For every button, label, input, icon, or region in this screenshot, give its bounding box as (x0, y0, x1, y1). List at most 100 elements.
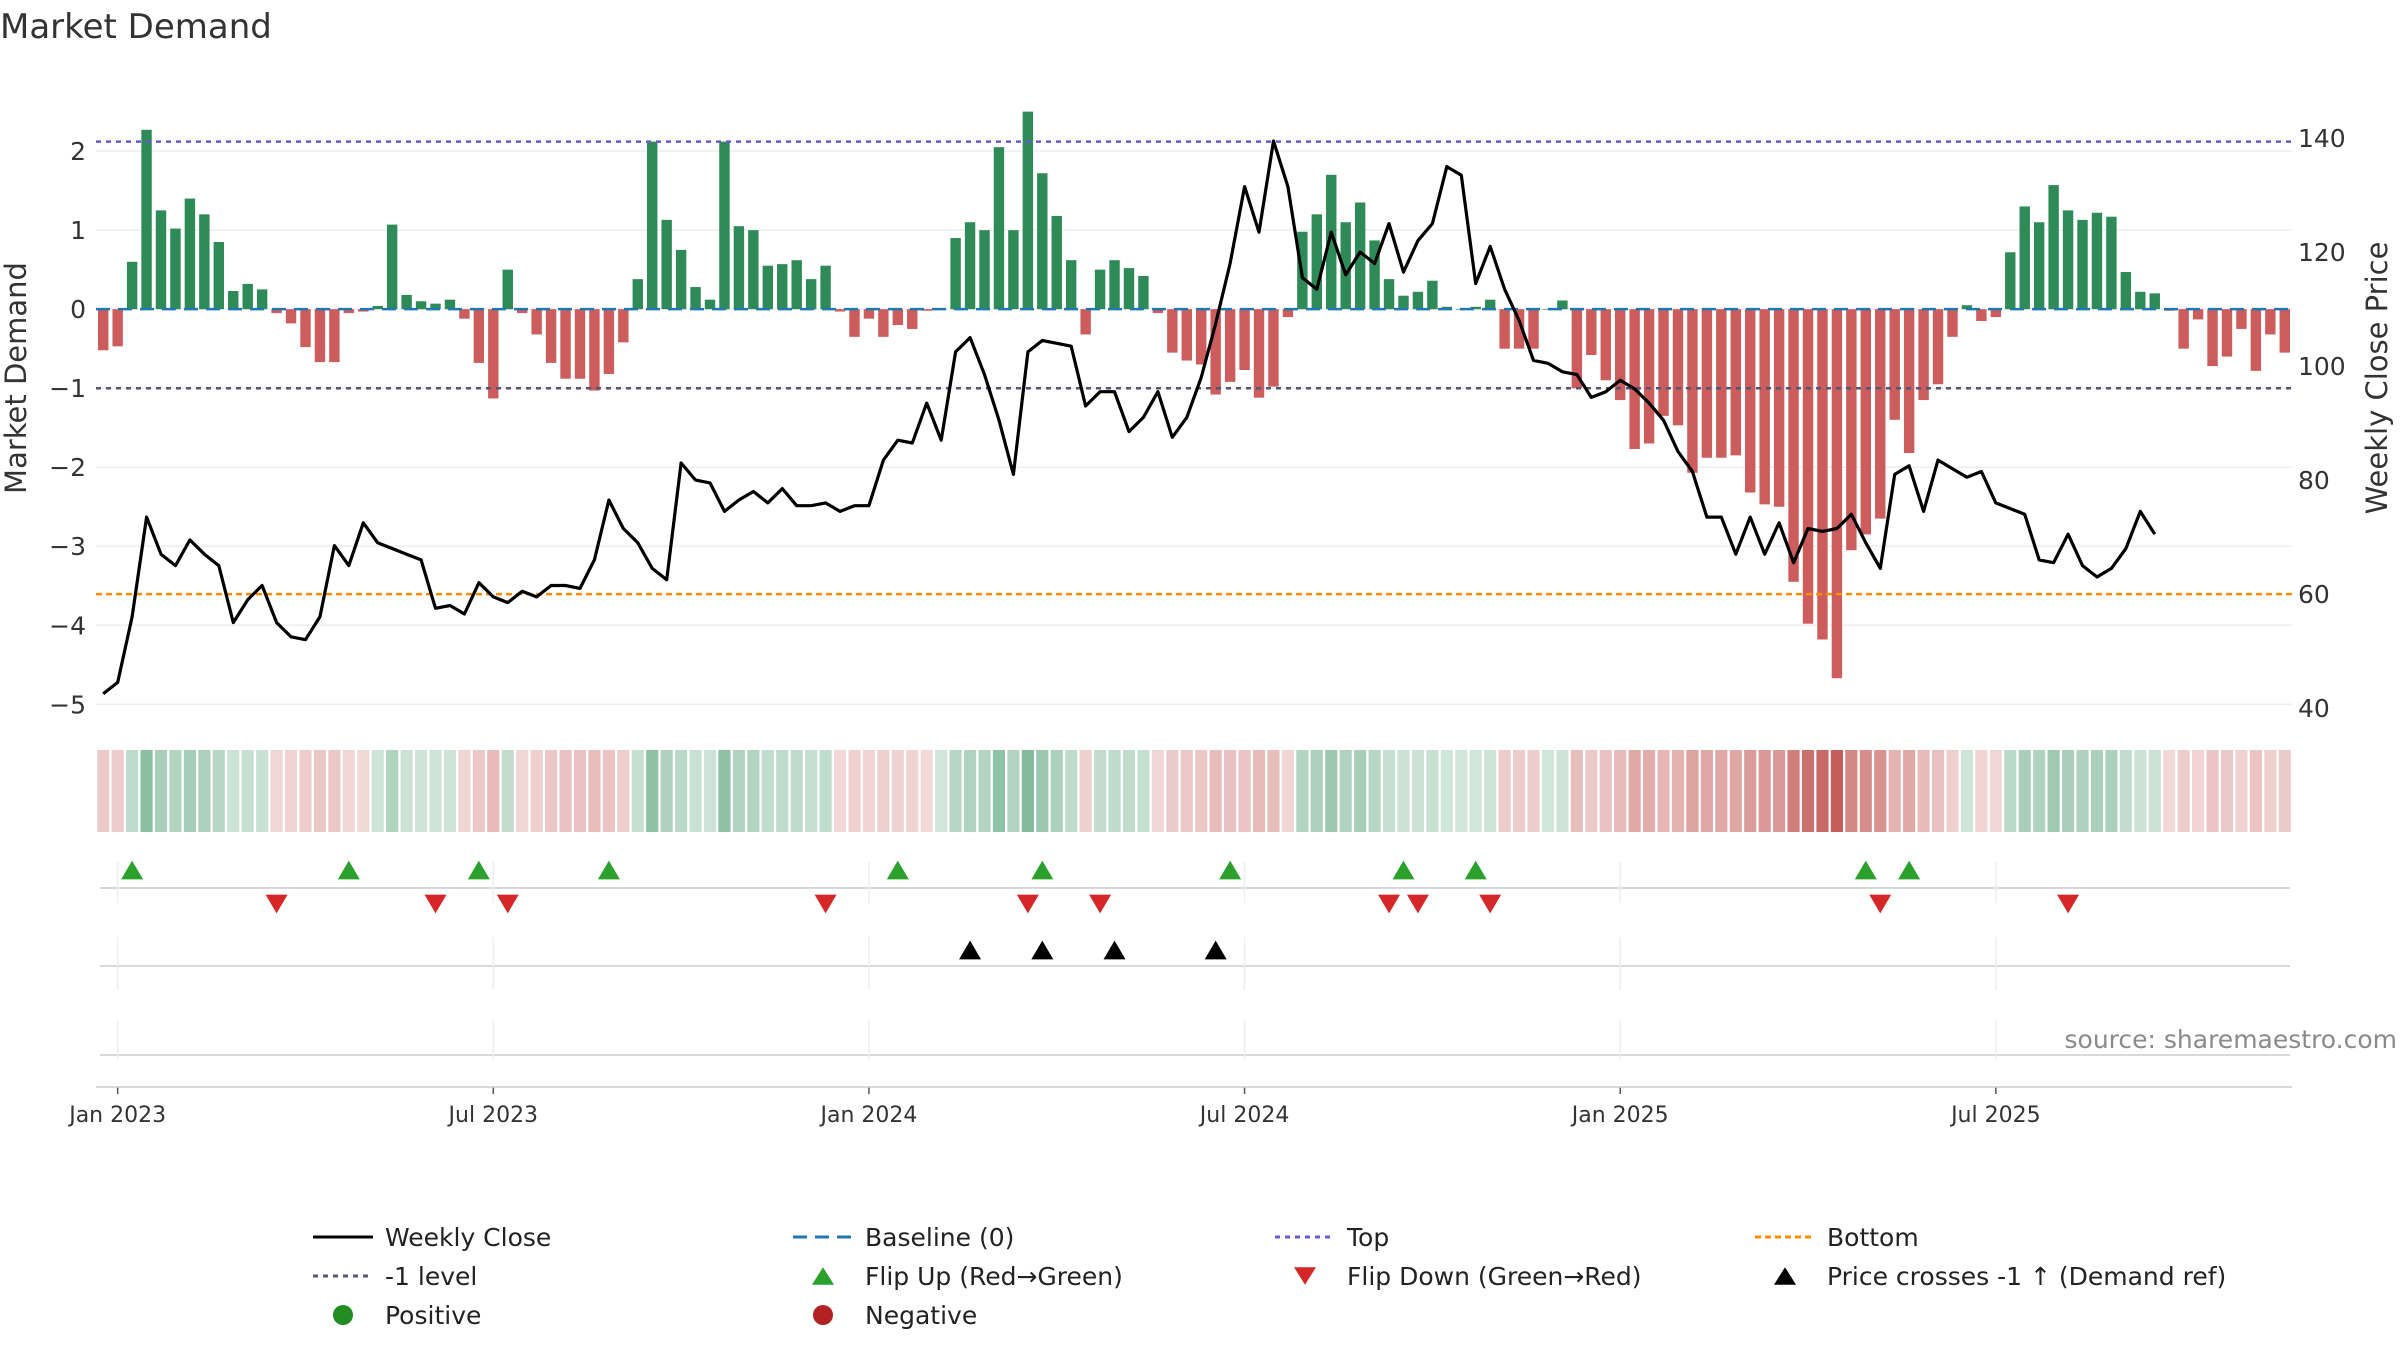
heat-cell (1180, 750, 1193, 832)
heat-cell (776, 750, 789, 832)
demand-bar-negative (1615, 309, 1626, 401)
x-tick-label: Jul 2025 (1949, 1103, 2041, 1128)
left-tick-label: −1 (49, 374, 86, 403)
demand-bar-negative (98, 309, 109, 351)
demand-bar-positive (372, 306, 383, 310)
heat-cell (631, 750, 644, 832)
demand-bar-negative (112, 309, 123, 347)
x-tick-label: Jan 2024 (818, 1103, 917, 1128)
legend-label: Top (1346, 1223, 1389, 1252)
heat-cell (545, 750, 558, 832)
legend-item: Baseline (0) (793, 1223, 1014, 1252)
demand-bar-positive (2077, 219, 2088, 310)
demand-bar-negative (1802, 309, 1814, 624)
demand-bar-negative (2192, 309, 2204, 320)
heat-cell (1079, 750, 1092, 832)
legend-label: Baseline (0) (865, 1223, 1014, 1252)
flip-down-marker (424, 894, 447, 914)
heat-cell (1440, 750, 1453, 832)
heat-cell (342, 750, 355, 832)
heat-cell (1657, 750, 1670, 832)
heat-cell (1816, 750, 1829, 832)
heat-cell (1541, 750, 1555, 832)
demand-bar-positive (386, 224, 398, 310)
demand-bar-positive (733, 226, 745, 310)
heat-cell (198, 750, 211, 832)
demand-bar-negative (1860, 309, 1871, 535)
demand-bar-positive (1470, 306, 1481, 310)
legend-swatch-circle (813, 1305, 833, 1325)
demand-bar-negative (1788, 309, 1799, 582)
right-tick-label: 40 (2298, 694, 2330, 723)
heat-cell (1368, 750, 1381, 832)
heat-cell (1931, 750, 1945, 832)
heat-cell (2004, 750, 2017, 832)
demand-bar-positive (1383, 279, 1395, 310)
demand-bar-positive (647, 141, 658, 310)
flip-down-marker (1089, 894, 1112, 914)
demand-bar-negative (560, 309, 571, 379)
demand-bar-positive (184, 198, 196, 310)
flip-down-marker (1869, 894, 1892, 914)
demand-bar-negative (1817, 309, 1828, 640)
demand-bar-negative (618, 309, 629, 343)
heat-cell (415, 750, 428, 832)
demand-bar-negative (1167, 309, 1178, 353)
demand-bar-positive (748, 230, 759, 310)
left-tick-label: 2 (70, 137, 86, 166)
heat-cell (747, 750, 760, 832)
demand-bar-negative (1745, 309, 1756, 493)
heat-cell (443, 750, 457, 832)
heat-cell (1643, 750, 1656, 832)
demand-bar-negative (2265, 309, 2276, 335)
heat-cell (212, 750, 225, 832)
heat-cell (1094, 750, 1107, 832)
demand-bar-negative (459, 309, 470, 319)
heat-cell (1801, 750, 1815, 832)
demand-bar-positive (1109, 260, 1120, 310)
grid-layer (96, 150, 2292, 706)
legend-label: Flip Down (Green→Red) (1347, 1262, 1642, 1291)
x-tick-label: Jan 2025 (1570, 1103, 1669, 1128)
flip-up-marker (1219, 860, 1242, 880)
price-cross-marker (959, 940, 982, 960)
heat-cell (2235, 750, 2248, 832)
demand-bar-positive (777, 264, 788, 310)
axes-layer: 2 1 0 −1 −2 −3 −4 −5 140 120 100 80 60 40 Jan 2023 Jul … (49, 124, 2346, 1128)
demand-bar-negative (531, 309, 542, 335)
heat-cell (573, 750, 587, 832)
heat-strip (97, 750, 2291, 832)
demand-bar-negative (2250, 309, 2262, 371)
demand-bar-positive (979, 230, 990, 310)
left-tick-label: 1 (70, 216, 86, 245)
demand-bar-positive (1094, 269, 1106, 310)
legend-swatch-circle (333, 1305, 353, 1325)
heat-cell (675, 750, 688, 832)
legend: Weekly Close Baseline (0) Top Bottom -1 leve… (313, 1223, 2226, 1330)
heat-cell (2119, 750, 2132, 832)
heat-cell (1455, 750, 1468, 832)
right-tick-label: 140 (2298, 124, 2346, 153)
heat-cell (1209, 750, 1222, 832)
heat-cell (2134, 750, 2147, 832)
heat-cell (1960, 750, 1974, 832)
demand-bar-positive (1354, 202, 1366, 310)
flip-up-marker (1464, 860, 1487, 880)
legend-item: -1 level (313, 1262, 477, 1291)
legend-label: Positive (385, 1301, 481, 1330)
heat-cell (1469, 750, 1482, 832)
heat-cell (805, 750, 818, 832)
demand-bar-negative (2279, 309, 2290, 353)
flip-up-marker (121, 860, 144, 880)
demand-bar-negative (343, 309, 355, 314)
heat-cell (1773, 750, 1786, 832)
demand-bar-negative (1932, 309, 1944, 385)
demand-bar-positive (242, 283, 253, 310)
demand-bar-negative (1080, 309, 1091, 335)
demand-bar-positive (805, 279, 817, 310)
heat-cell (256, 750, 269, 832)
demand-bar-negative (1643, 309, 1655, 444)
legend-item: Weekly Close (313, 1223, 551, 1252)
heat-cell (154, 750, 168, 832)
demand-bar-positive (1557, 300, 1568, 310)
